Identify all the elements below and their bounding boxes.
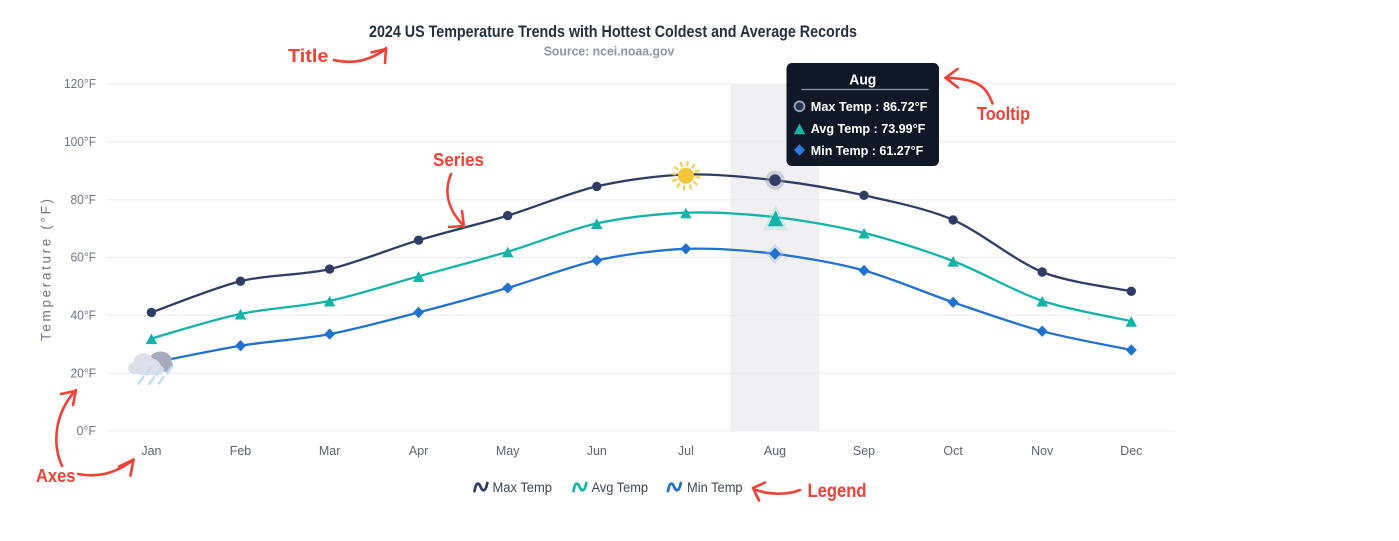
- svg-text:Axes: Axes: [36, 466, 76, 486]
- svg-text:60°F: 60°F: [71, 251, 97, 265]
- svg-text:Source: ncei.noaa.gov: Source: ncei.noaa.gov: [544, 45, 675, 59]
- svg-text:Avg Temp: Avg Temp: [592, 480, 649, 495]
- svg-text:Aug: Aug: [849, 73, 876, 89]
- svg-text:Jun: Jun: [587, 444, 607, 458]
- svg-text:20°F: 20°F: [71, 366, 97, 380]
- svg-text:Legend: Legend: [808, 481, 867, 502]
- svg-text:Max Temp : 86.72°F: Max Temp : 86.72°F: [811, 99, 928, 114]
- svg-text:Aug: Aug: [764, 444, 786, 458]
- svg-text:Min Temp : 61.27°F: Min Temp : 61.27°F: [811, 143, 924, 158]
- svg-text:Oct: Oct: [943, 444, 963, 458]
- svg-text:Sep: Sep: [853, 444, 875, 458]
- svg-text:Jul: Jul: [678, 444, 694, 458]
- svg-text:100°F: 100°F: [64, 135, 96, 149]
- svg-text:120°F: 120°F: [64, 77, 96, 91]
- svg-text:Temperature (°F): Temperature (°F): [39, 199, 54, 341]
- svg-text:Jan: Jan: [141, 444, 161, 458]
- svg-text:40°F: 40°F: [71, 309, 97, 323]
- svg-text:0°F: 0°F: [77, 424, 97, 438]
- svg-text:Title: Title: [288, 46, 329, 66]
- svg-text:Dec: Dec: [1120, 444, 1142, 458]
- svg-text:Nov: Nov: [1031, 444, 1054, 458]
- svg-text:Min Temp: Min Temp: [687, 480, 743, 495]
- svg-text:Apr: Apr: [409, 444, 428, 458]
- svg-text:Mar: Mar: [319, 444, 341, 458]
- svg-text:Tooltip: Tooltip: [977, 104, 1030, 124]
- svg-text:Max Temp: Max Temp: [493, 480, 553, 495]
- svg-text:2024 US Temperature Trends wit: 2024 US Temperature Trends with Hottest …: [369, 23, 857, 41]
- svg-text:Series: Series: [433, 150, 484, 170]
- svg-text:80°F: 80°F: [71, 193, 97, 207]
- svg-text:May: May: [496, 444, 520, 458]
- svg-text:Feb: Feb: [230, 444, 252, 458]
- svg-text:Avg Temp : 73.99°F: Avg Temp : 73.99°F: [811, 121, 926, 136]
